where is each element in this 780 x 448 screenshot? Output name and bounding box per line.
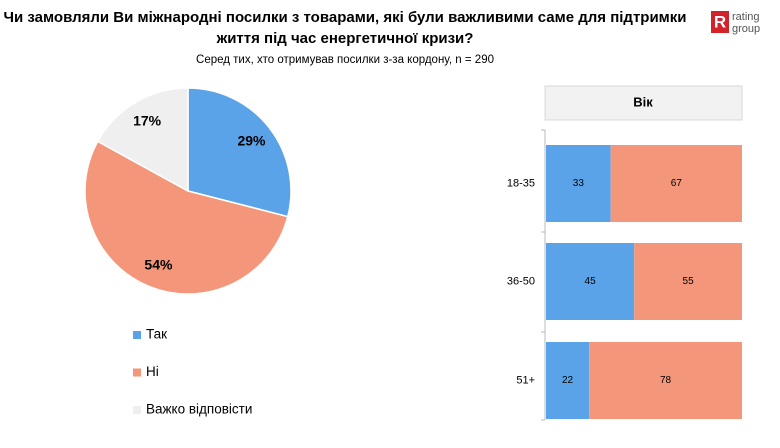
category-label: 36-50 [507,275,535,287]
legend-swatch [133,331,141,339]
legend-label: Ні [146,364,159,379]
legend-label: Так [146,327,167,342]
pie-slice [84,140,289,295]
bar-title: Вік [633,94,653,109]
value-label: 22 [562,375,574,386]
legend-swatch [133,368,141,377]
bar-segment [610,145,742,222]
subtitle: Серед тих, хто отримував посилки з-за ко… [196,54,494,66]
bar-axis [541,129,546,421]
bar-segment [546,145,611,222]
bar-segment [589,342,742,419]
value-label: 67 [671,178,683,189]
logo-text: group [732,23,760,35]
legend-label: Важко відповісти [146,402,252,417]
logo: R rating group [711,11,760,35]
category-label: 51+ [516,374,535,386]
bar-segment [546,243,635,320]
value-label: 45 [585,276,597,287]
logo-text: rating [732,11,760,23]
bar-segment [634,243,742,320]
pie-slice [187,87,292,218]
slice-label: 54% [144,256,173,272]
slice-label: 29% [237,132,266,148]
pie-slice [96,87,189,193]
title-line: Чи замовляли Ви міжнародні посилки з тов… [4,9,687,26]
logo-box [711,11,729,33]
slice-label: 17% [133,113,162,129]
legend-swatch [133,406,141,414]
bar-segment [546,342,590,419]
title-line: життя під час енергетичної кризи? [216,30,474,47]
value-label: 78 [660,375,672,386]
logo-mark: R [714,12,726,31]
value-label: 33 [573,178,585,189]
value-label: 55 [683,276,695,287]
bar-header-box [544,85,743,121]
category-label: 18-35 [507,177,535,189]
